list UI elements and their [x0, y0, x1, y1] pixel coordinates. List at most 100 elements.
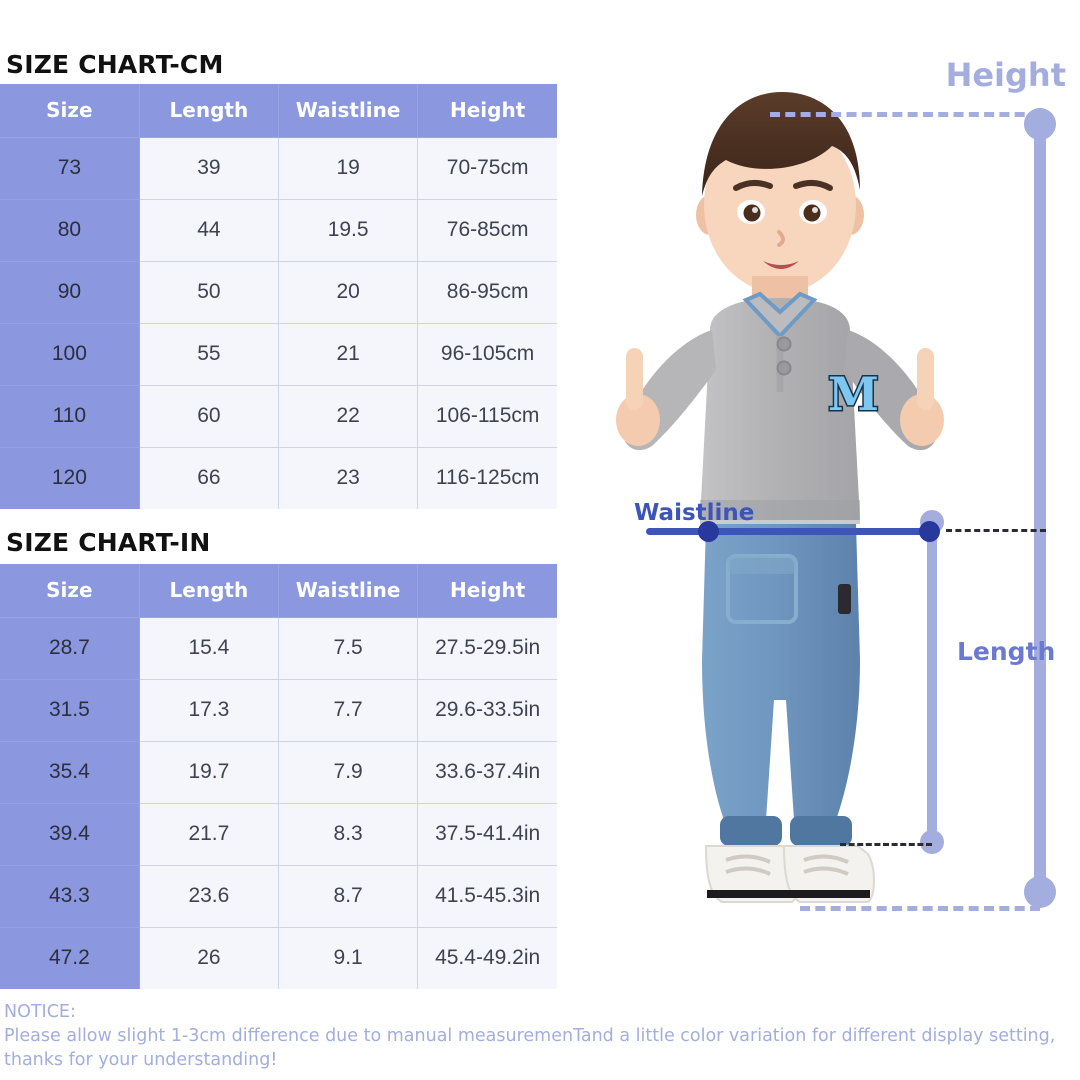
- hand-left: [616, 348, 660, 446]
- length-measure-bar: [920, 510, 944, 854]
- cell-waistline: 19: [277, 136, 419, 200]
- mouth: [763, 261, 799, 269]
- cell-length: 23.6: [138, 864, 280, 928]
- table-row: 39.4 21.7 8.3 37.5-41.4in: [0, 802, 557, 866]
- waistline-endpoint-right: [919, 521, 940, 542]
- cell-length: 15.4: [138, 616, 280, 680]
- column-header-height: Height: [417, 84, 557, 138]
- table-header-row: Size Length Waistline Height: [0, 564, 557, 618]
- cell-waistline: 23: [277, 446, 419, 509]
- notice-line-2: thanks for your understanding!: [4, 1050, 278, 1071]
- length-hem-guide-dashed-line: [840, 843, 932, 846]
- length-annotation-label: Length: [957, 637, 1056, 666]
- size-chart-in-title: SIZE CHART-IN: [6, 528, 211, 557]
- waistline-guide-dashed-line: [946, 529, 1046, 532]
- cell-waistline: 7.9: [277, 740, 419, 804]
- cell-length: 26: [138, 926, 280, 989]
- cell-waistline: 22: [277, 384, 419, 448]
- cell-height: 106-115cm: [417, 384, 557, 448]
- eyebrow-left: [733, 180, 773, 191]
- table-row: 90 50 20 86-95cm: [0, 260, 557, 324]
- cell-height: 29.6-33.5in: [417, 678, 557, 742]
- cell-size: 28.7: [0, 616, 140, 680]
- table-row: 110 60 22 106-115cm: [0, 384, 557, 448]
- sneaker-right: [782, 845, 875, 903]
- model-photo-panel: M: [560, 0, 1080, 1000]
- notice-line-1: Please allow slight 1-3cm difference due…: [4, 1026, 1056, 1047]
- eye-highlight-right: [812, 207, 818, 213]
- cell-waistline: 8.3: [277, 802, 419, 866]
- cell-size: 43.3: [0, 864, 140, 928]
- cell-length: 44: [138, 198, 280, 262]
- cell-height: 116-125cm: [417, 446, 557, 509]
- cell-size: 100: [0, 322, 140, 386]
- cell-height: 41.5-45.3in: [417, 864, 557, 928]
- notice-block: NOTICE: Please allow slight 1-3cm differ…: [4, 1000, 1074, 1072]
- pupil-left: [743, 204, 761, 222]
- chest-letter-patch: M: [828, 367, 879, 421]
- column-header-length: Length: [138, 564, 280, 618]
- column-header-waistline: Waistline: [277, 84, 419, 138]
- child-model-photo: M: [616, 92, 944, 903]
- cell-waistline: 8.7: [277, 864, 419, 928]
- cell-size: 110: [0, 384, 140, 448]
- table-row: 28.7 15.4 7.5 27.5-29.5in: [0, 616, 557, 680]
- column-header-length: Length: [138, 84, 280, 138]
- cell-height: 33.6-37.4in: [417, 740, 557, 804]
- cell-waistline: 19.5: [277, 198, 419, 262]
- cell-length: 39: [138, 136, 280, 200]
- cell-length: 60: [138, 384, 280, 448]
- waistline-endpoint-left: [698, 521, 719, 542]
- cell-size: 35.4: [0, 740, 140, 804]
- size-chart-cm-title: SIZE CHART-CM: [6, 50, 224, 79]
- table-row: 120 66 23 116-125cm: [0, 446, 557, 509]
- cell-length: 55: [138, 322, 280, 386]
- table-row: 73 39 19 70-75cm: [0, 136, 557, 200]
- eyebrow-right: [793, 180, 833, 191]
- waistline-annotation-label: Waistline: [634, 500, 755, 526]
- sweatshirt-body: [700, 298, 860, 520]
- cell-height: 45.4-49.2in: [417, 926, 557, 989]
- size-chart-in-table: Size Length Waistline Height 28.7 15.4 7…: [0, 564, 557, 989]
- cell-size: 90: [0, 260, 140, 324]
- cell-length: 19.7: [138, 740, 280, 804]
- eye-highlight-left: [752, 207, 758, 213]
- cell-height: 86-95cm: [417, 260, 557, 324]
- height-bottom-guide-dashed-line: [800, 906, 1040, 911]
- height-top-guide-dashed-line: [770, 112, 1040, 117]
- pants-side-tag: [838, 584, 851, 614]
- cell-height: 96-105cm: [417, 322, 557, 386]
- cell-height: 37.5-41.4in: [417, 802, 557, 866]
- table-row: 47.2 26 9.1 45.4-49.2in: [0, 926, 557, 989]
- table-row: 35.4 19.7 7.9 33.6-37.4in: [0, 740, 557, 804]
- table-row: 80 44 19.5 76-85cm: [0, 198, 557, 262]
- waistline-measure-bar: [646, 521, 940, 542]
- cell-size: 31.5: [0, 678, 140, 742]
- cell-height: 76-85cm: [417, 198, 557, 262]
- cell-waistline: 9.1: [277, 926, 419, 989]
- pants: [702, 524, 860, 820]
- cell-length: 50: [138, 260, 280, 324]
- hand-right: [900, 348, 944, 446]
- cell-size: 47.2: [0, 926, 140, 989]
- teeth: [766, 262, 796, 265]
- cell-size: 80: [0, 198, 140, 262]
- table-row: 43.3 23.6 8.7 41.5-45.3in: [0, 864, 557, 928]
- cell-waistline: 20: [277, 260, 419, 324]
- sweatshirt-hem: [700, 500, 860, 524]
- pants-pocket-flap: [728, 556, 796, 574]
- pupil-right: [803, 204, 821, 222]
- column-header-waistline: Waistline: [277, 564, 419, 618]
- cell-size: 39.4: [0, 802, 140, 866]
- notice-heading: NOTICE:: [4, 1002, 76, 1022]
- polo-button-top: [776, 336, 792, 352]
- cell-size: 120: [0, 446, 140, 509]
- hair: [702, 92, 860, 196]
- cell-height: 27.5-29.5in: [417, 616, 557, 680]
- table-header-row: Size Length Waistline Height: [0, 84, 557, 138]
- height-measure-bar: [1024, 108, 1056, 908]
- cell-size: 73: [0, 136, 140, 200]
- column-header-size: Size: [0, 84, 140, 138]
- size-chart-cm-table: Size Length Waistline Height 73 39 19 70…: [0, 84, 557, 509]
